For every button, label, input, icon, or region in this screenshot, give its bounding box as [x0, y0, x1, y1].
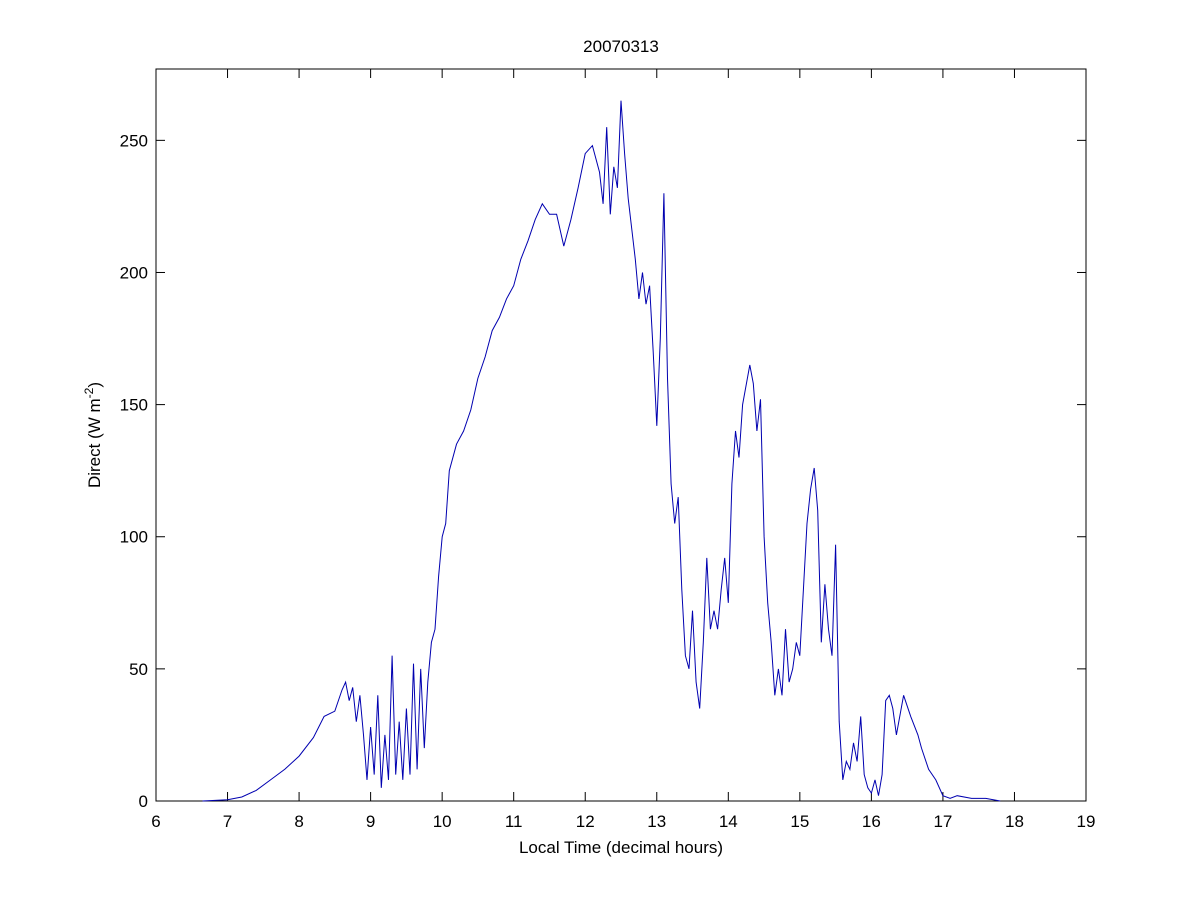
x-tick-label: 12	[576, 812, 595, 831]
x-tick-label: 19	[1077, 812, 1096, 831]
x-tick-label: 14	[719, 812, 738, 831]
y-tick-label: 200	[120, 263, 148, 282]
x-tick-label: 17	[933, 812, 952, 831]
x-tick-label: 8	[294, 812, 303, 831]
y-label-end: )	[85, 382, 104, 388]
plot-frame	[155, 68, 1087, 802]
y-label-text: Direct (W m	[85, 398, 104, 488]
y-tick-label: 0	[139, 792, 148, 811]
y-label-sup: -2	[82, 387, 96, 398]
x-tick-label: 15	[790, 812, 809, 831]
x-tick-label: 10	[433, 812, 452, 831]
y-tick-label: 100	[120, 528, 148, 547]
y-tick-label: 150	[120, 396, 148, 415]
x-axis-label: Local Time (decimal hours)	[519, 838, 723, 857]
y-tick-label: 50	[129, 660, 148, 679]
x-tick-label: 18	[1005, 812, 1024, 831]
y-tick-label: 250	[120, 131, 148, 150]
y-axis-label: Direct (W m-2)	[82, 382, 104, 488]
x-tick-label: 16	[862, 812, 881, 831]
x-tick-label: 11	[505, 812, 523, 831]
x-tick-label: 13	[647, 812, 666, 831]
x-tick-label: 9	[366, 812, 375, 831]
chart-title: 20070313	[583, 37, 659, 56]
data-line	[202, 100, 1001, 802]
x-tick-label: 6	[151, 812, 160, 831]
x-tick-label: 7	[223, 812, 232, 831]
